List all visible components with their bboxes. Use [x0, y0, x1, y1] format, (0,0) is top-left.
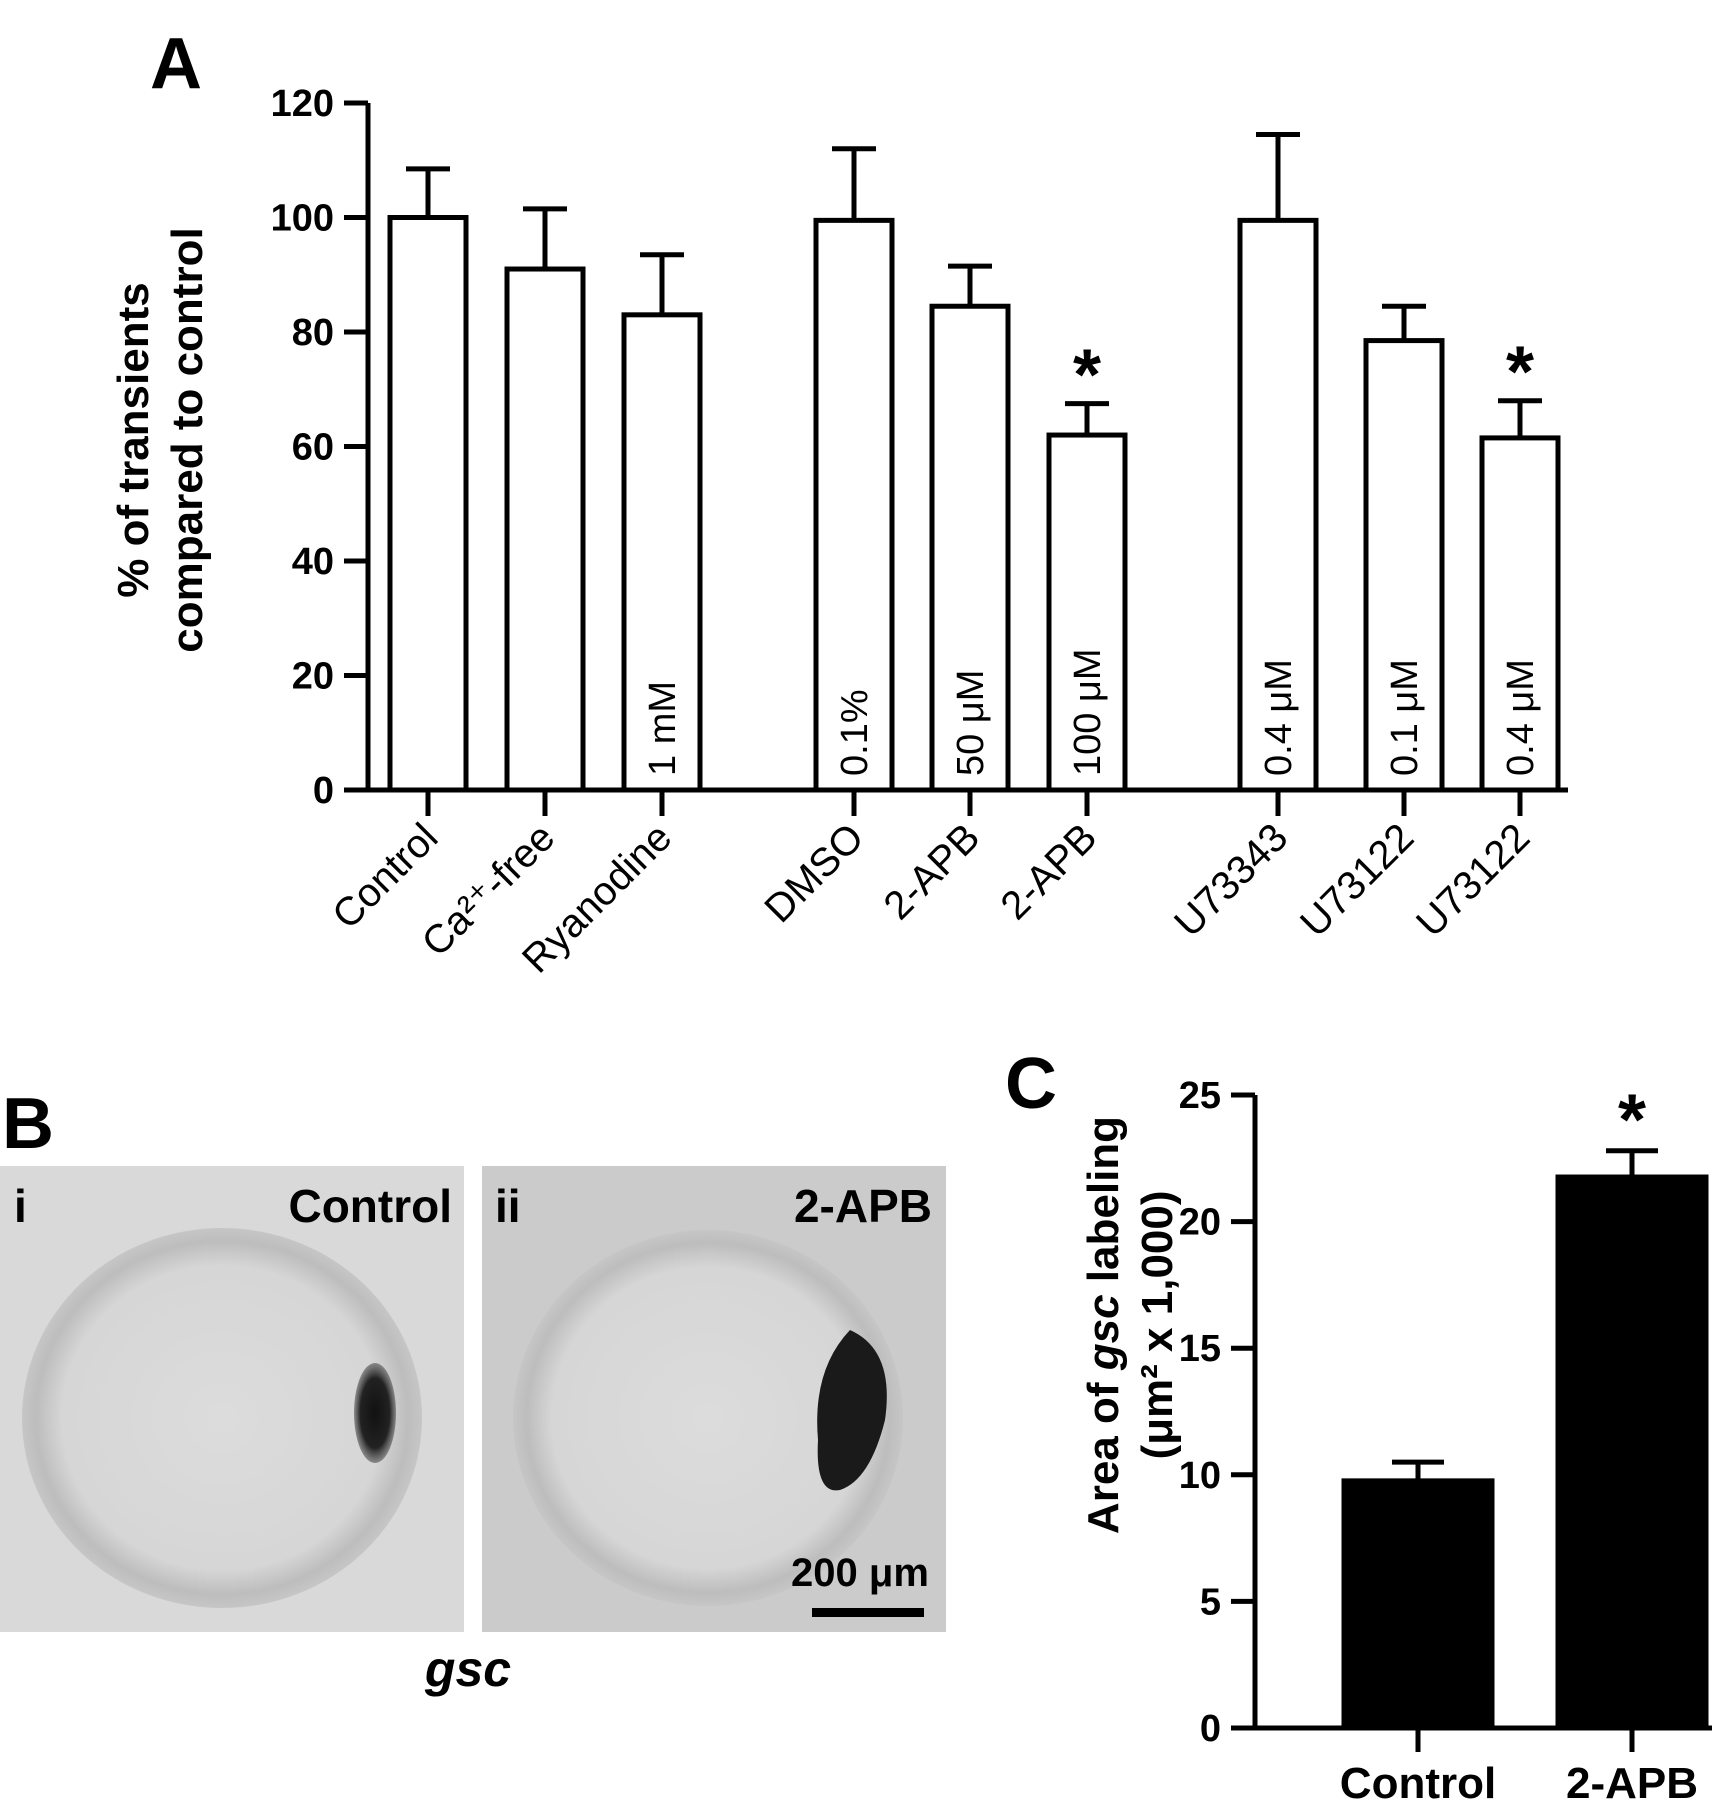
embryo-image-control: i Control: [0, 1166, 464, 1632]
chart-c-ylabel-line2: (μm² x 1,000): [1133, 1190, 1182, 1459]
gsc-staining-control: [354, 1363, 396, 1463]
chart-a-y-tick-label: 80: [292, 312, 334, 354]
image-label-ii: ii: [495, 1180, 521, 1232]
chart-a-bar: [813, 217, 895, 793]
chart-a-bar-label: 1 mM: [642, 681, 684, 776]
image-label-control: Control: [288, 1180, 452, 1232]
chart-c-y-tick-label: 15: [1179, 1328, 1221, 1370]
chart-c-ylabel-prefix: Area of: [1079, 1370, 1128, 1534]
chart-a-bar-label: 0.4 μM: [1500, 659, 1542, 776]
chart-a-y-tick-label: 20: [292, 656, 334, 698]
chart-a-bar: [387, 215, 469, 793]
chart-a-y-tick-label: 120: [271, 83, 334, 125]
image-label-2apb: 2-APB: [794, 1180, 932, 1232]
chart-a-bar-label: 0.1%: [834, 689, 876, 776]
chart-c-ylabel-suffix: labeling: [1079, 1116, 1128, 1294]
chart-a-y-tick-label: 40: [292, 541, 334, 583]
chart-c-y-tick-label: 20: [1179, 1202, 1221, 1244]
chart-a-significance-star: *: [1506, 333, 1534, 413]
chart-a-ylabel-line2: compared to control: [163, 227, 212, 652]
scale-bar: [812, 1608, 924, 1617]
chart-c-x-tick-label: 2-APB: [1566, 1759, 1698, 1808]
chart-c-y-tick-label: 25: [1179, 1075, 1221, 1117]
chart-a-bar: [1479, 435, 1561, 793]
chart-c-x-tick-label: Control: [1340, 1759, 1496, 1808]
chart-a-x-tick-label: U73122: [1408, 815, 1538, 945]
chart-c-y-tick-label: 10: [1179, 1455, 1221, 1497]
chart-a-bar-label: 0.1 μM: [1384, 659, 1426, 776]
chart-c-ylabel-gsc: gsc: [1079, 1294, 1128, 1371]
chart-c: 0 5 10 15 20 25 Control 2-APB * Area of gsc lab…: [1079, 1075, 1712, 1808]
chart-c-bars: Control 2-APB *: [1340, 1081, 1709, 1808]
chart-a-bar-label: 0.4 μM: [1258, 659, 1300, 776]
chart-a-x-tick-label: 2-APB: [993, 815, 1106, 928]
chart-a-x-tick-label: U73122: [1292, 815, 1422, 945]
chart-c-significance-star: *: [1618, 1081, 1646, 1161]
embryo-image-2apb: ii 2-APB 200 μm: [482, 1166, 946, 1632]
chart-a-bar-label: 50 μM: [950, 670, 992, 776]
chart-a-x-tick-label: DMSO: [756, 815, 872, 931]
panel-letter-a: A: [150, 24, 202, 104]
chart-c-ylabel-line1: Area of gsc labeling: [1079, 1116, 1128, 1534]
chart-a-x-tick-label: U73343: [1166, 815, 1296, 945]
chart-a-y-tick-label: 60: [292, 427, 334, 469]
panel-b-images: i Control ii 2-APB 200 μm gsc: [0, 1166, 946, 1697]
panel-letter-b: B: [2, 1084, 54, 1164]
chart-c-bar: [1341, 1478, 1495, 1730]
image-label-i: i: [14, 1180, 27, 1232]
chart-a-y-tick-label: 100: [271, 198, 334, 240]
chart-c-axes: 0 5 10 15 20 25: [1179, 1075, 1712, 1750]
chart-a-bar: [1046, 432, 1128, 793]
gsc-caption: gsc: [424, 1641, 511, 1697]
chart-c-bar: [1555, 1174, 1709, 1730]
chart-a-bar-label: 100 μM: [1067, 648, 1109, 776]
scale-bar-label: 200 μm: [791, 1551, 929, 1595]
chart-a-significance-star: *: [1073, 336, 1101, 416]
chart-c-y-tick-label: 0: [1200, 1708, 1221, 1750]
gsc-staining-2apb: [817, 1330, 887, 1491]
chart-a-ylabel-line1: % of transients: [109, 282, 158, 597]
chart-a-y-tick-label: 0: [313, 770, 334, 812]
chart-a-bar: [929, 303, 1011, 793]
panel-letter-c: C: [1005, 1044, 1057, 1124]
chart-a-bar: [1363, 338, 1445, 793]
chart-a-x-tick-label: 2-APB: [876, 815, 989, 928]
chart-c-y-tick-label: 5: [1200, 1581, 1221, 1623]
chart-a-bar: [504, 266, 586, 793]
